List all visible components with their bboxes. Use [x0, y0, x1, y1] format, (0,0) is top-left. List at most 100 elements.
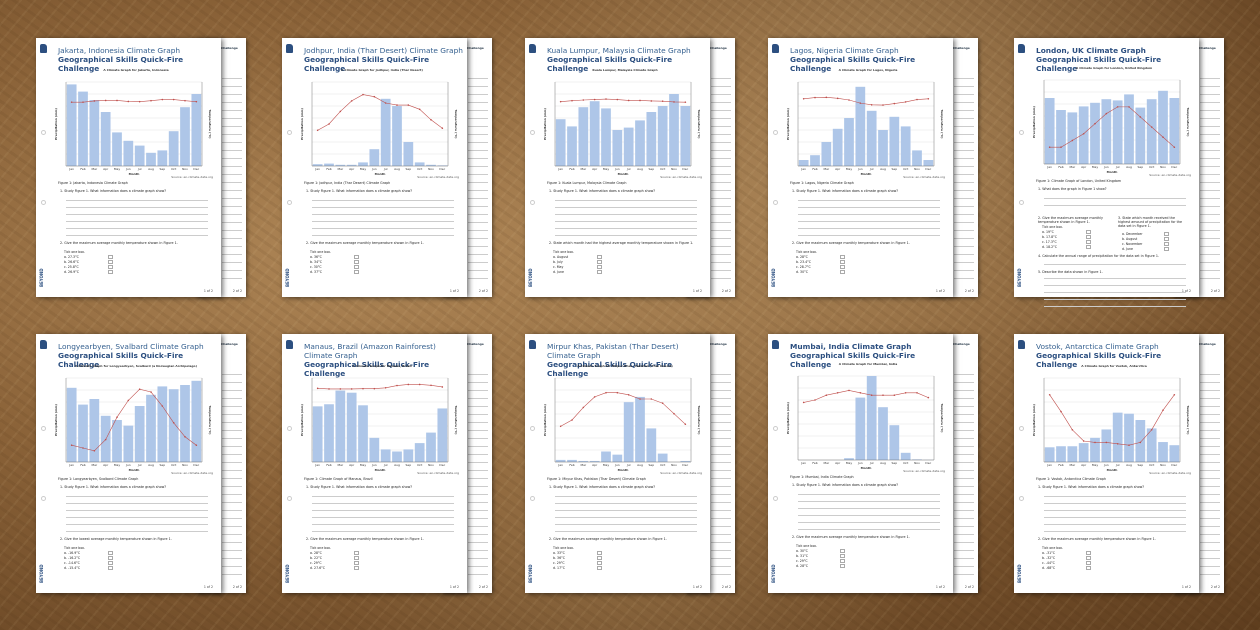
worksheet-0[interactable]: Challenge 2 of 2 BEYOND Jakarta, Indonesi…	[36, 38, 246, 297]
answer-line[interactable]	[66, 207, 208, 208]
answer-line[interactable]	[1044, 278, 1186, 279]
answer-line[interactable]	[555, 228, 697, 229]
tick-box[interactable]	[354, 551, 359, 555]
tick-box[interactable]	[354, 260, 359, 264]
answer-line[interactable]	[66, 200, 208, 201]
tick-box[interactable]	[108, 561, 113, 565]
tick-box[interactable]	[1086, 551, 1091, 555]
answer-line[interactable]	[555, 524, 697, 525]
worksheet-9[interactable]: Challenge 2 of 2 BEYOND Vostok, Antarctic…	[1014, 334, 1224, 593]
tick-box[interactable]	[597, 561, 602, 565]
tick-box[interactable]	[354, 556, 359, 560]
answer-line[interactable]	[798, 221, 940, 222]
answer-line[interactable]	[798, 515, 940, 516]
answer-line[interactable]	[1044, 496, 1186, 497]
answer-line[interactable]	[66, 524, 208, 525]
tick-box[interactable]	[1086, 566, 1091, 570]
answer-line[interactable]	[555, 531, 697, 532]
answer-line[interactable]	[798, 207, 940, 208]
worksheet-8[interactable]: Challenge 2 of 2 BEYOND Mumbai, India Cli…	[768, 334, 978, 593]
tick-box[interactable]	[108, 265, 113, 269]
answer-line[interactable]	[1044, 205, 1186, 206]
answer-line[interactable]	[312, 207, 454, 208]
answer-line[interactable]	[312, 200, 454, 201]
answer-line[interactable]	[66, 214, 208, 215]
answer-line[interactable]	[1044, 292, 1186, 293]
answer-line[interactable]	[798, 501, 940, 502]
answer-line[interactable]	[312, 503, 454, 504]
tick-box[interactable]	[354, 270, 359, 274]
tick-box[interactable]	[108, 260, 113, 264]
answer-line[interactable]	[66, 221, 208, 222]
tick-box[interactable]	[840, 255, 845, 259]
worksheet-3[interactable]: Challenge 2 of 2 BEYOND Lagos, Nigeria Cl…	[768, 38, 978, 297]
answer-line[interactable]	[312, 228, 454, 229]
tick-box[interactable]	[840, 549, 845, 553]
answer-line[interactable]	[555, 207, 697, 208]
answer-line[interactable]	[555, 503, 697, 504]
answer-line[interactable]	[798, 522, 940, 523]
tick-box[interactable]	[1086, 556, 1091, 560]
worksheet-7[interactable]: Challenge 2 of 2 BEYOND Mirpur Khas, Paki…	[525, 334, 735, 593]
tick-box[interactable]	[840, 554, 845, 558]
worksheet-4[interactable]: Challenge 2 of 2 BEYOND London, UK Climat…	[1014, 38, 1224, 307]
answer-line[interactable]	[798, 200, 940, 201]
answer-line[interactable]	[555, 200, 697, 201]
answer-line[interactable]	[798, 508, 940, 509]
tick-box[interactable]	[1086, 240, 1091, 244]
answer-line[interactable]	[312, 496, 454, 497]
tick-box[interactable]	[840, 265, 845, 269]
answer-line[interactable]	[1044, 285, 1186, 286]
tick-box[interactable]	[354, 566, 359, 570]
tick-box[interactable]	[840, 270, 845, 274]
answer-line[interactable]	[555, 510, 697, 511]
answer-line[interactable]	[555, 235, 697, 236]
worksheet-6[interactable]: Challenge 2 of 2 BEYOND Manaus, Brazil (A…	[282, 334, 492, 593]
answer-line[interactable]	[555, 214, 697, 215]
worksheet-1[interactable]: Challenge 2 of 2 BEYOND Jodhpur, India (T…	[282, 38, 492, 297]
tick-box[interactable]	[597, 270, 602, 274]
answer-line[interactable]	[66, 517, 208, 518]
answer-line[interactable]	[1044, 299, 1186, 300]
tick-box[interactable]	[1086, 561, 1091, 565]
answer-line[interactable]	[312, 221, 454, 222]
tick-box[interactable]	[108, 556, 113, 560]
tick-box[interactable]	[354, 265, 359, 269]
tick-box[interactable]	[108, 566, 113, 570]
tick-box[interactable]	[1164, 237, 1169, 241]
answer-line[interactable]	[312, 517, 454, 518]
answer-line[interactable]	[1044, 264, 1186, 265]
answer-line[interactable]	[312, 531, 454, 532]
answer-line[interactable]	[798, 228, 940, 229]
answer-line[interactable]	[1044, 503, 1186, 504]
answer-line[interactable]	[312, 214, 454, 215]
tick-box[interactable]	[1086, 235, 1091, 239]
answer-line[interactable]	[798, 214, 940, 215]
answer-line[interactable]	[1044, 517, 1186, 518]
answer-line[interactable]	[555, 221, 697, 222]
tick-box[interactable]	[1164, 232, 1169, 236]
answer-line[interactable]	[312, 510, 454, 511]
tick-box[interactable]	[597, 551, 602, 555]
tick-box[interactable]	[1086, 230, 1091, 234]
answer-line[interactable]	[66, 496, 208, 497]
answer-line[interactable]	[312, 524, 454, 525]
answer-line[interactable]	[312, 235, 454, 236]
answer-line[interactable]	[66, 503, 208, 504]
answer-line[interactable]	[1044, 306, 1186, 307]
tick-box[interactable]	[597, 556, 602, 560]
worksheet-2[interactable]: Challenge 2 of 2 BEYOND Kuala Lumpur, Mal…	[525, 38, 735, 297]
tick-box[interactable]	[354, 561, 359, 565]
answer-line[interactable]	[1044, 198, 1186, 199]
answer-line[interactable]	[555, 517, 697, 518]
tick-box[interactable]	[108, 255, 113, 259]
tick-box[interactable]	[840, 260, 845, 264]
tick-box[interactable]	[597, 265, 602, 269]
tick-box[interactable]	[108, 270, 113, 274]
tick-box[interactable]	[1086, 245, 1091, 249]
tick-box[interactable]	[597, 566, 602, 570]
answer-line[interactable]	[66, 235, 208, 236]
answer-line[interactable]	[1044, 531, 1186, 532]
answer-line[interactable]	[66, 531, 208, 532]
tick-box[interactable]	[597, 255, 602, 259]
